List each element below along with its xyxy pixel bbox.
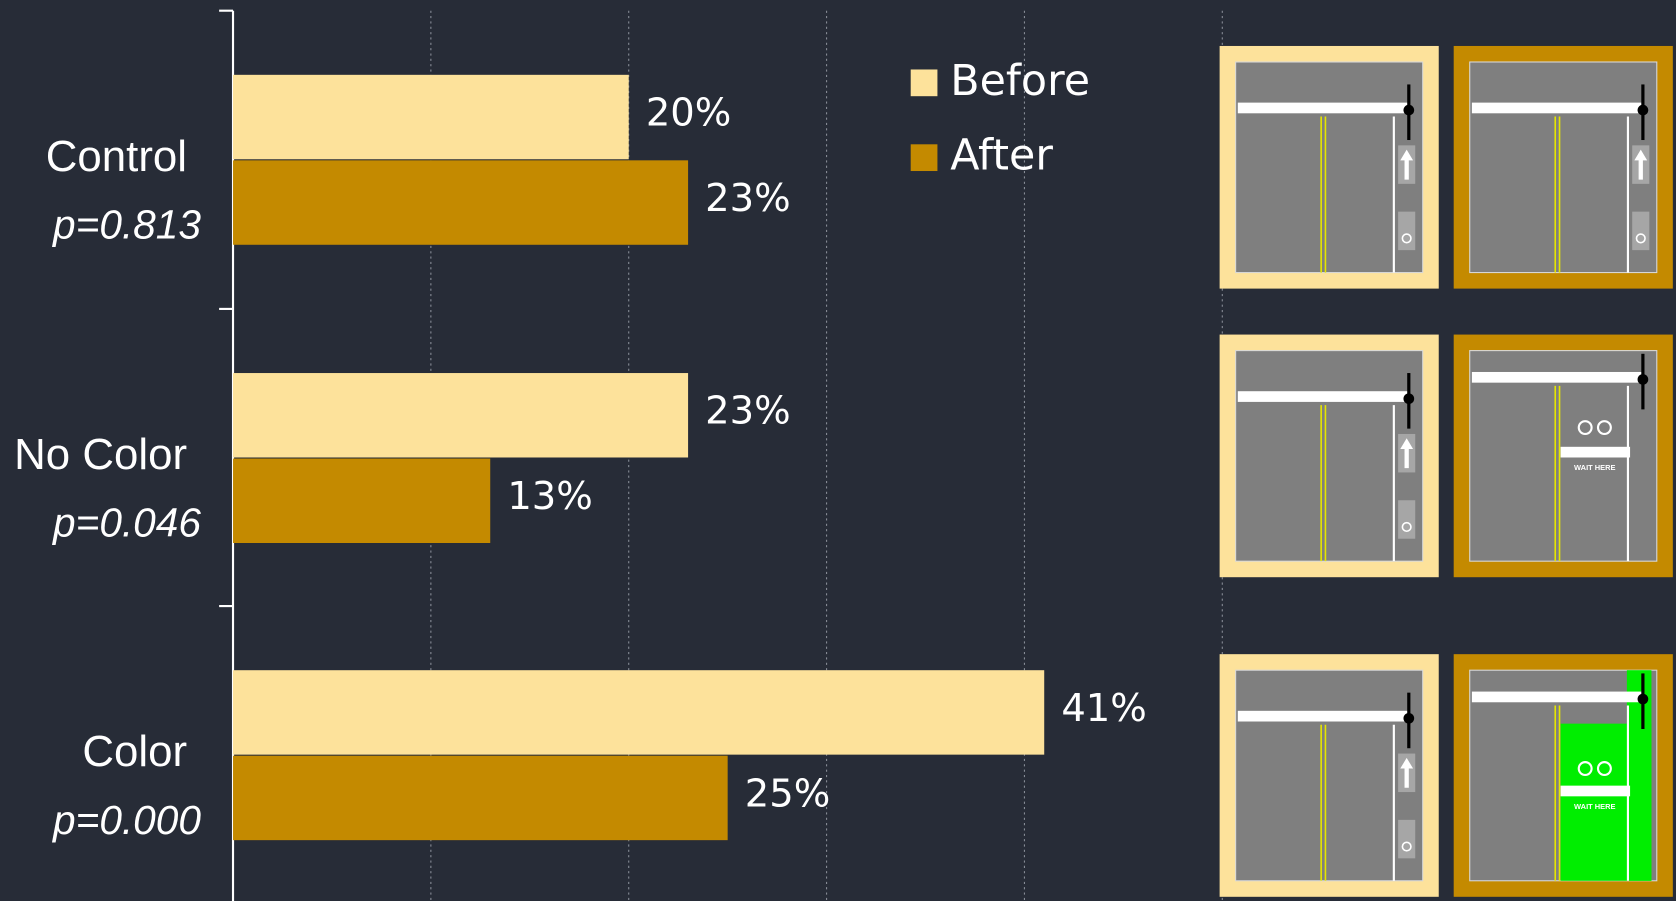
bar [233, 670, 1045, 755]
bike-icon [1401, 841, 1412, 852]
bike-box [1632, 211, 1650, 251]
road [1235, 669, 1424, 882]
p-value: p=0.000 [51, 797, 201, 843]
value-label: 23% [705, 176, 791, 221]
road [1235, 61, 1424, 274]
green-box [1560, 723, 1652, 881]
stop-line [1237, 391, 1409, 402]
road [1469, 61, 1658, 274]
signal-head [1637, 374, 1649, 385]
wait-box [1560, 446, 1631, 458]
stop-line [1471, 691, 1643, 703]
arrow [1400, 149, 1414, 180]
stop-line [1237, 102, 1409, 114]
signal-head [1403, 104, 1415, 116]
bar [233, 74, 629, 160]
wait-box [1560, 785, 1631, 797]
diagram: WAIT HERE [1453, 654, 1673, 897]
bike-box [1398, 819, 1416, 859]
legend-label: Before [950, 56, 1090, 106]
stop-line [1471, 371, 1643, 383]
chart-area: Control p=0.813 20% 23% No Color p=0.046 23% 13… [14, 9, 1673, 901]
bike-icon [1596, 761, 1612, 777]
arrow [1634, 149, 1648, 180]
value-label: 41% [1061, 686, 1147, 731]
value-label: 13% [507, 474, 593, 519]
bar [233, 160, 689, 245]
signal-head [1403, 712, 1415, 724]
p-value: p=0.046 [51, 500, 201, 546]
wait-label: WAIT HERE [1574, 463, 1616, 472]
bike-box [1398, 211, 1416, 251]
stop-line [1237, 710, 1409, 722]
signal-head [1637, 693, 1649, 705]
bar [233, 373, 689, 458]
arrow [1400, 438, 1414, 469]
category-label: Color [82, 727, 187, 776]
value-label: 23% [705, 389, 791, 434]
bike-icon [1401, 233, 1412, 244]
legend-swatch [910, 69, 938, 97]
diagram [1219, 45, 1439, 289]
stop-line [1471, 102, 1643, 114]
category-label: No Color [14, 430, 187, 479]
signal-head [1637, 104, 1649, 116]
bike-icon [1577, 420, 1593, 436]
p-value: p=0.813 [51, 201, 201, 247]
bar [233, 755, 728, 841]
arrow [1400, 757, 1414, 788]
signal-head [1403, 393, 1415, 405]
bike-box [1398, 500, 1416, 539]
diagram [1219, 654, 1439, 897]
value-label: 20% [646, 90, 732, 135]
bike-icon [1401, 521, 1412, 533]
diagram [1453, 45, 1673, 289]
legend-swatch [910, 144, 938, 172]
value-label: 25% [745, 771, 831, 816]
category-label: Control [46, 132, 187, 181]
diagram [1219, 334, 1439, 578]
diagram: WAIT HERE [1453, 334, 1673, 578]
bar [233, 458, 491, 544]
road [1235, 350, 1424, 562]
bike-icon [1577, 761, 1593, 777]
bike-icon [1596, 420, 1612, 436]
bike-icon [1635, 233, 1646, 244]
wait-label: WAIT HERE [1574, 802, 1616, 811]
legend-label: After [950, 131, 1053, 181]
